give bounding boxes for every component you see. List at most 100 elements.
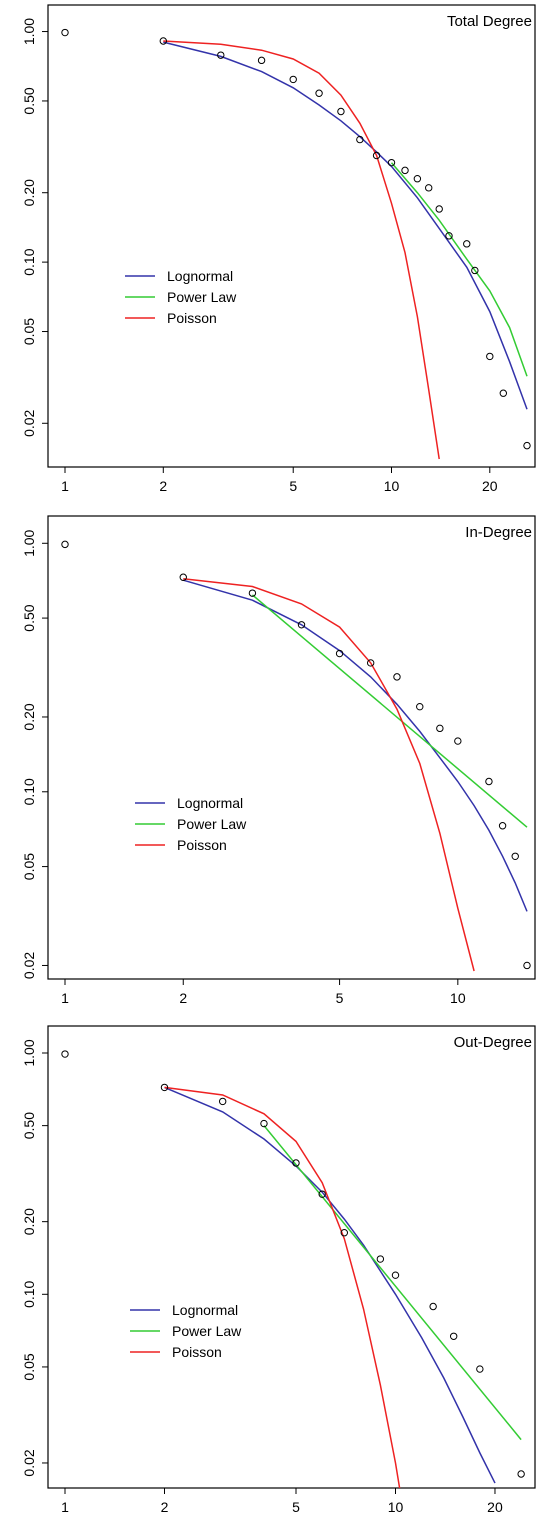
x-tick-label: 10 [384,478,400,494]
series-line-lognormal [163,41,528,410]
data-point [476,1365,484,1373]
legend-label: Lognormal [172,1302,238,1318]
data-point [416,702,424,711]
series-line-power-law [390,162,528,377]
data-point [340,1228,348,1237]
series-line-lognormal [183,579,528,912]
data-point [61,540,69,549]
x-tick-label: 10 [450,990,466,1006]
x-tick-label: 20 [482,478,498,494]
data-point [61,1050,69,1058]
x-tick-label: 10 [388,1499,404,1515]
data-point [159,37,167,45]
legend-label: Power Law [172,1323,242,1339]
panel-out: 1 2 5 10 20 0.02 0.05 0.10 0.20 0.50 1.00 Out-Degre… [21,1025,536,1515]
data-point [391,1271,400,1279]
data-point [337,107,345,116]
y-tick-label: 1.00 [21,18,37,45]
x-tick-label: 20 [487,1499,503,1515]
y-tick-label: 1.00 [21,1039,37,1066]
series-line-poisson [164,1086,401,1488]
legend-label: Power Law [167,289,237,305]
data-point [454,737,462,745]
data-point [471,266,479,275]
data-point [517,1470,525,1478]
x-tick-label: 5 [292,1499,300,1515]
series-line-poisson [183,577,475,972]
data-point [436,724,444,733]
y-tick-label: 0.20 [21,1208,37,1235]
legend-label: Poisson [167,310,217,326]
data-point [179,573,187,581]
data-point [429,1302,437,1311]
x-tick-label: 2 [161,1499,169,1515]
data-point [499,389,508,397]
data-point [523,441,531,450]
y-tick-label: 0.10 [21,778,37,805]
legend-label: Lognormal [167,268,233,284]
series-line-poisson [163,40,440,460]
data-point [393,673,401,681]
y-tick-label: 0.50 [21,1112,37,1139]
data-point [498,822,507,830]
legend: Lognormal Power Law Poisson [130,1302,242,1360]
data-point [297,621,306,629]
data-point [376,1255,385,1263]
data-point [248,589,257,597]
legend-label: Lognormal [177,795,243,811]
data-point [315,89,323,97]
y-tick-label: 0.20 [21,179,37,206]
legend: Lognormal Power Law Poisson [125,268,237,326]
x-tick-label: 1 [61,1499,69,1515]
data-point [523,961,531,970]
panel-title: Out-Degree [454,1034,532,1051]
data-point [335,649,344,658]
data-point [61,28,69,37]
data-point [486,352,494,361]
y-tick-label: 0.20 [21,703,37,730]
data-point [292,1159,300,1167]
data-point [463,240,471,248]
y-tick-label: 0.02 [21,409,37,436]
y-tick-label: 0.05 [21,1353,37,1380]
data-point [387,158,396,167]
y-tick-label: 0.05 [21,853,37,880]
x-tick-label: 2 [159,478,167,494]
data-point [289,75,297,84]
data-point [356,135,364,144]
y-tick-label: 0.50 [21,87,37,114]
legend-label: Poisson [172,1344,222,1360]
data-point [318,1190,326,1198]
data-point [366,659,375,667]
y-tick-label: 0.50 [21,604,37,631]
data-point [449,1332,458,1340]
plot-frame [47,1025,536,1489]
plot-frame [47,515,536,980]
plot-frame [47,4,536,468]
data-point [401,166,409,175]
y-tick-label: 0.02 [21,952,37,979]
panel-in: 1 2 5 10 0.02 0.05 0.10 0.20 0.50 1.00 In-Degree Lo… [21,515,536,1006]
data-point [257,56,266,65]
data-point [217,51,225,59]
data-point [160,1083,169,1092]
y-tick-label: 0.10 [21,1280,37,1307]
data-point [413,175,422,183]
panel-title: In-Degree [465,524,532,541]
x-tick-label: 5 [289,478,297,494]
y-tick-label: 0.05 [21,318,37,345]
data-point [218,1097,227,1106]
data-point [372,151,381,160]
legend: Lognormal Power Law Poisson [135,795,247,853]
data-point [511,852,519,860]
y-tick-label: 1.00 [21,529,37,556]
x-tick-label: 5 [336,990,344,1006]
series-line-power-law [251,594,528,828]
x-tick-label: 1 [61,478,69,494]
data-point [425,184,433,192]
data-point [485,777,493,786]
legend-label: Power Law [177,816,247,832]
series-line-lognormal [164,1086,496,1484]
y-tick-label: 0.10 [21,248,37,275]
